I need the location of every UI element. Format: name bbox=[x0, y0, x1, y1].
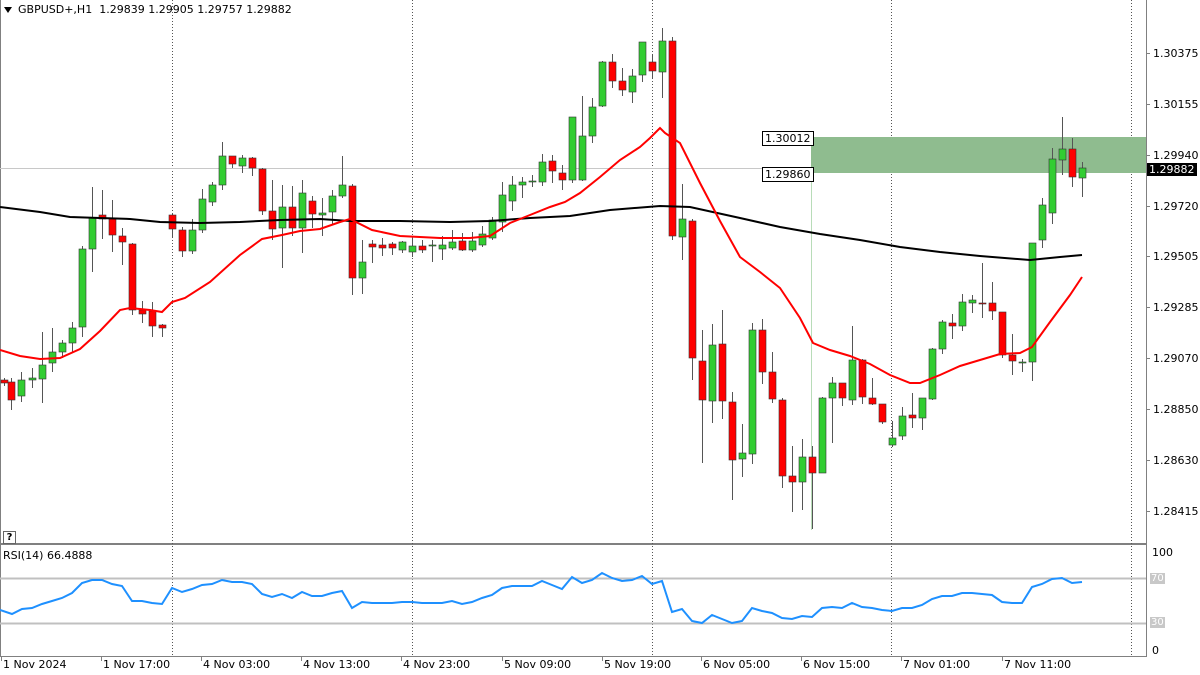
time-label: 4 Nov 13:00 bbox=[303, 658, 371, 671]
rsi-indicator-label: RSI(14) 66.4888 bbox=[3, 549, 93, 562]
slow-moving-average-line bbox=[0, 204, 1083, 262]
time-label: 6 Nov 05:00 bbox=[703, 658, 771, 671]
price-label: 1.29285 bbox=[1153, 301, 1199, 314]
time-label: 6 Nov 15:00 bbox=[803, 658, 871, 671]
fast-moving-average-line bbox=[0, 126, 1083, 384]
price-label: 1.29720 bbox=[1153, 200, 1199, 213]
price-label: 1.30155 bbox=[1153, 98, 1199, 111]
help-button[interactable]: ? bbox=[3, 531, 16, 544]
rsi-line bbox=[0, 571, 1083, 625]
rsi-axis-label-30: 30 bbox=[1150, 617, 1165, 628]
price-label: 1.30375 bbox=[1153, 47, 1199, 60]
symbol-label: GBPUSD+,H1 bbox=[18, 3, 93, 16]
vertical-period-separators bbox=[172, 0, 1132, 656]
price-label: 1.28630 bbox=[1153, 454, 1199, 467]
rsi-axis-label-100: 100 bbox=[1152, 546, 1173, 559]
current-price-tag: 1.29882 bbox=[1147, 163, 1197, 176]
price-label: 1.29505 bbox=[1153, 250, 1199, 263]
price-label: 1.29070 bbox=[1153, 352, 1199, 365]
price-axis-ticks bbox=[1146, 53, 1150, 512]
close-value: 1.29882 bbox=[246, 3, 292, 16]
open-value: 1.29839 bbox=[99, 3, 145, 16]
time-label: 4 Nov 23:00 bbox=[403, 658, 471, 671]
price-label: 1.29940 bbox=[1153, 149, 1199, 162]
price-label: 1.28415 bbox=[1153, 505, 1199, 518]
time-axis-ticks bbox=[1, 657, 1003, 661]
time-label: 1 Nov 2024 bbox=[3, 658, 67, 671]
zone-lower-price-label: 1.29860 bbox=[762, 167, 814, 182]
time-label: 4 Nov 03:00 bbox=[203, 658, 271, 671]
candlesticks bbox=[0, 28, 1087, 529]
time-label: 1 Nov 17:00 bbox=[103, 658, 171, 671]
low-value: 1.29757 bbox=[197, 3, 243, 16]
price-label: 1.28850 bbox=[1153, 403, 1199, 416]
rsi-axis-label-70: 70 bbox=[1150, 573, 1165, 584]
zone-upper-price-label: 1.30012 bbox=[762, 131, 814, 146]
time-label: 5 Nov 19:00 bbox=[604, 658, 672, 671]
time-label: 5 Nov 09:00 bbox=[504, 658, 572, 671]
chart-title: GBPUSD+,H1 1.29839 1.29905 1.29757 1.298… bbox=[4, 3, 292, 16]
supply-zone-rectangle[interactable] bbox=[811, 137, 1146, 173]
high-value: 1.29905 bbox=[148, 3, 194, 16]
time-label: 7 Nov 11:00 bbox=[1004, 658, 1072, 671]
time-label: 7 Nov 01:00 bbox=[903, 658, 971, 671]
rsi-axis-label-0: 0 bbox=[1152, 644, 1159, 657]
dropdown-triangle-icon[interactable] bbox=[4, 7, 12, 13]
